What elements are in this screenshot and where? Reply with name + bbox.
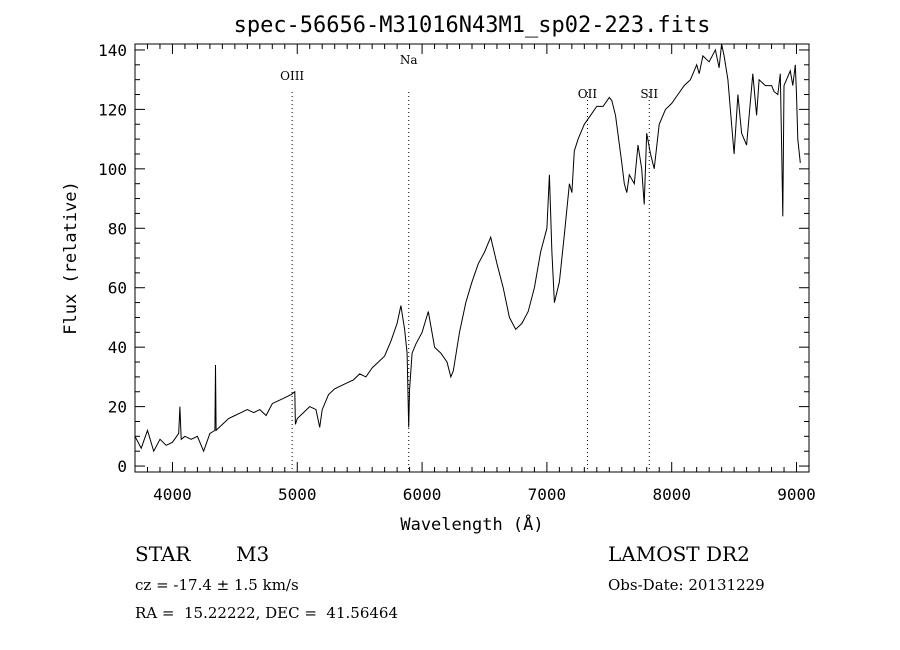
y-tick-label: 60 [108, 279, 127, 298]
x-tick-label: 5000 [278, 485, 317, 504]
axis-ticks: 4000 5000 6000 7000 8000 9000 0 20 40 60 80 100 120 1… [98, 41, 816, 504]
line-marker-label: OII [578, 87, 598, 101]
y-tick-label: 80 [108, 219, 127, 238]
survey-label: LAMOST DR2 [608, 542, 750, 566]
obs-date: Obs-Date: 20131229 [608, 576, 765, 594]
x-tick-label: 9000 [777, 485, 816, 504]
line-marker-label: OIII [280, 69, 304, 83]
y-axis-label: Flux (relative) [61, 181, 81, 335]
x-tick-label: 8000 [652, 485, 691, 504]
line-markers: OIII Na OII SII [280, 53, 658, 472]
x-tick-label: 4000 [153, 485, 192, 504]
line-marker-label: Na [400, 53, 418, 67]
line-marker-label: SII [640, 87, 658, 101]
chart-title: spec-56656-M31016N43M1_sp02-223.fits [234, 13, 711, 38]
y-tick-label: 100 [98, 160, 127, 179]
redshift-info: cz = -17.4 ± 1.5 km/s [135, 576, 299, 594]
object-subclass: M3 [236, 542, 270, 566]
y-tick-label: 120 [98, 100, 127, 119]
x-axis-label: Wavelength (Å) [400, 513, 543, 535]
coordinates: RA = 15.22222, DEC = 41.56464 [135, 604, 399, 622]
plot-frame [134, 43, 810, 473]
y-tick-label: 140 [98, 41, 127, 60]
x-tick-label: 6000 [403, 485, 442, 504]
x-tick-label: 7000 [528, 485, 567, 504]
object-type: STAR [135, 542, 191, 566]
spectrum-line [134, 43, 801, 453]
y-tick-label: 0 [117, 457, 127, 476]
y-tick-label: 20 [108, 398, 127, 417]
y-tick-label: 40 [108, 338, 127, 357]
